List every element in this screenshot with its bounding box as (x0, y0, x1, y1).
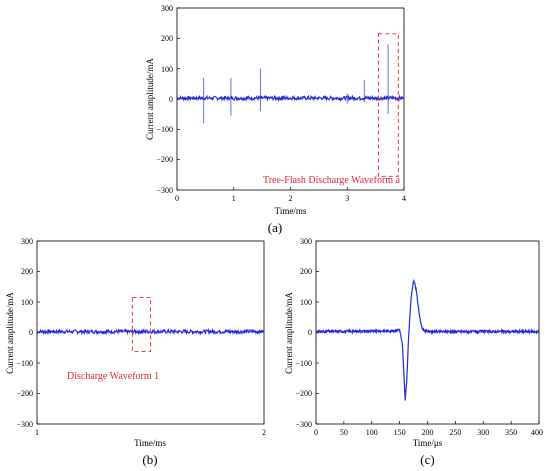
y-tick-b-6: −300 (16, 420, 33, 429)
x-tick-a-0: 0 (175, 194, 179, 203)
x-tick-a-2: 2 (289, 194, 293, 203)
x-tick-c-3: 150 (394, 428, 406, 437)
highlight-box-b (131, 296, 151, 352)
x-tick-c-5: 250 (449, 428, 461, 437)
y-tick-c-6: −300 (295, 420, 312, 429)
y-tick-a-1: 200 (161, 34, 173, 43)
waveform-series-c (315, 278, 540, 401)
tick-marks-b (36, 240, 265, 425)
x-tick-labels-c: 0 50 100 150 200 250 300 350 400 (314, 428, 543, 437)
panel-label-b: (b) (142, 452, 157, 467)
y-tick-b-4: −100 (16, 359, 33, 368)
x-tick-c-8: 400 (531, 428, 543, 437)
annotation-a: Tree-Flash Discharge Waveform a (263, 175, 401, 186)
annotation-b: Discharge Waveform 1 (67, 371, 159, 382)
y-tick-c-3: 0 (308, 328, 312, 337)
y-tick-b-5: −200 (16, 389, 33, 398)
x-axis-label-a: Time/ms (275, 206, 307, 216)
y-tick-a-2: 100 (161, 65, 173, 74)
y-tick-a-6: −300 (156, 186, 173, 195)
data-series-c (315, 278, 540, 401)
x-axis-label-b: Time/ms (134, 438, 166, 448)
x-tick-a-3: 3 (345, 194, 349, 203)
y-tick-a-5: −200 (156, 155, 173, 164)
x-tick-a-4: 4 (402, 194, 406, 203)
y-tick-c-5: −200 (295, 389, 312, 398)
x-tick-c-0: 0 (314, 428, 318, 437)
y-axis-label-b: Current amplitude/mA (5, 292, 15, 374)
y-tick-c-1: 200 (300, 267, 312, 276)
y-tick-b-1: 200 (21, 267, 33, 276)
data-series-a (176, 44, 405, 124)
y-tick-c-2: 100 (300, 298, 312, 307)
x-axis-label-c: Time/μs (413, 438, 443, 448)
x-tick-b-0: 1 (35, 428, 39, 437)
y-axis-label-c: Current amplitude/mA (284, 292, 294, 374)
x-tick-a-1: 1 (232, 194, 236, 203)
y-tick-a-4: −100 (156, 125, 173, 134)
y-tick-c-0: 300 (300, 237, 312, 246)
y-tick-b-0: 300 (21, 237, 33, 246)
x-tick-b-1: 2 (262, 428, 266, 437)
y-tick-labels-a: 300 200 100 0 −100 −200 −300 (156, 4, 173, 195)
y-tick-a-0: 300 (161, 4, 173, 13)
x-tick-c-2: 100 (366, 428, 378, 437)
panel-a: Tree-Flash Discharge Waveform a 300 200 … (145, 4, 406, 235)
y-tick-labels-c: 300 200 100 0 −100 −200 −300 (295, 237, 312, 429)
y-tick-c-4: −100 (295, 359, 312, 368)
panel-label-a: (a) (268, 220, 282, 235)
panel-c: 300 200 100 0 −100 −200 −300 0 50 100 15… (284, 237, 543, 467)
y-tick-b-2: 100 (21, 298, 33, 307)
y-tick-a-3: 0 (169, 95, 173, 104)
x-tick-c-6: 300 (477, 428, 489, 437)
y-tick-b-3: 0 (29, 328, 33, 337)
x-tick-labels-b: 1 2 (35, 428, 266, 437)
panel-b: Discharge Waveform 1 300 200 100 0 −100 … (5, 237, 266, 467)
x-tick-c-1: 50 (340, 428, 348, 437)
x-tick-labels-a: 0 1 2 3 4 (175, 194, 406, 203)
y-tick-labels-b: 300 200 100 0 −100 −200 −300 (16, 237, 33, 429)
x-tick-c-7: 350 (505, 428, 517, 437)
x-tick-c-4: 200 (422, 428, 434, 437)
baseline-signal-a (176, 94, 405, 103)
panel-label-c: (c) (420, 452, 434, 467)
y-axis-label-a: Current amplitude/mA (145, 58, 155, 140)
highlight-box-a (378, 33, 399, 177)
